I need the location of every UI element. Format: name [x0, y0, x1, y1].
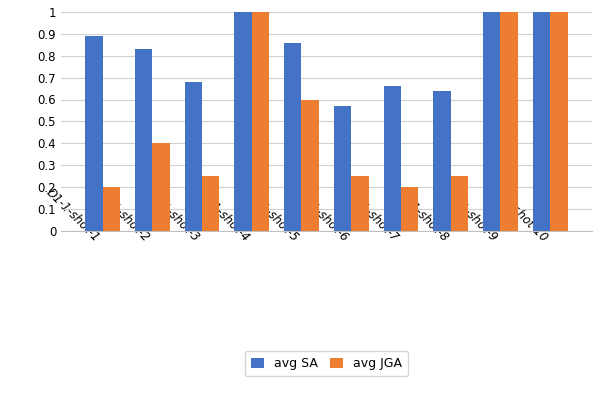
Bar: [202, 176, 220, 231]
Bar: [451, 176, 468, 231]
Bar: [334, 106, 351, 231]
Bar: [500, 12, 518, 231]
Bar: [135, 49, 152, 231]
Legend: avg SA, avg JGA: avg SA, avg JGA: [245, 351, 408, 377]
Bar: [483, 12, 500, 231]
Bar: [284, 43, 301, 231]
Bar: [252, 12, 269, 231]
Bar: [401, 187, 418, 231]
Bar: [433, 91, 451, 231]
Bar: [152, 143, 170, 231]
Bar: [185, 82, 202, 231]
Bar: [351, 176, 368, 231]
Bar: [533, 12, 550, 231]
Bar: [550, 12, 567, 231]
Bar: [102, 187, 120, 231]
Bar: [384, 86, 401, 231]
Bar: [234, 12, 252, 231]
Bar: [301, 100, 319, 231]
Bar: [85, 36, 102, 231]
